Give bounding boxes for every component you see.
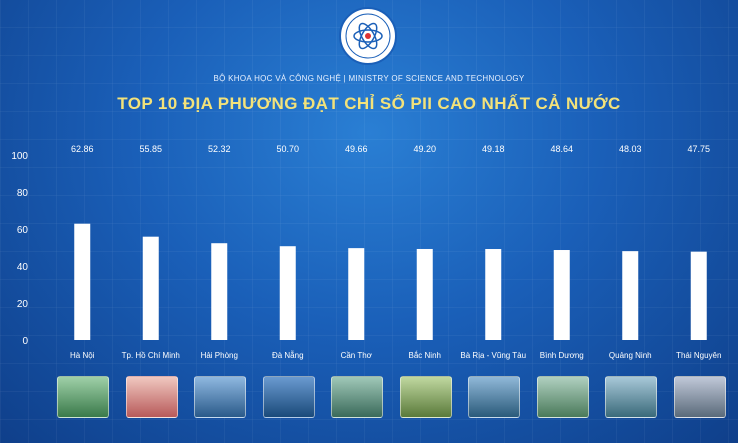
x-tick-label: Bình Dương — [540, 351, 584, 360]
x-tick-label: Quảng Ninh — [609, 351, 652, 360]
x-tick-label: Đà Nẵng — [272, 351, 304, 360]
x-tick-label: Cần Thơ — [341, 351, 373, 360]
bar — [416, 248, 433, 340]
x-tick-label: Tp. Hồ Chí Minh — [122, 351, 180, 360]
data-label: 62.86 — [71, 144, 94, 154]
data-label: 49.20 — [413, 144, 436, 154]
y-tick-label: 0 — [22, 336, 28, 347]
data-label: 55.85 — [139, 144, 162, 154]
bar — [485, 249, 502, 340]
city-photo — [125, 376, 178, 418]
ministry-logo — [339, 7, 397, 65]
x-tick-label: Hải Phòng — [201, 351, 238, 360]
y-tick-label: 40 — [17, 262, 29, 273]
city-photo — [536, 376, 589, 418]
city-photo — [262, 376, 315, 418]
y-tick-label: 60 — [17, 225, 29, 236]
x-tick-label: Bắc Ninh — [409, 351, 441, 360]
y-tick-label: 100 — [11, 151, 28, 162]
city-photo — [331, 376, 384, 418]
bar — [348, 248, 365, 340]
x-tick-label: Thái Nguyên — [676, 351, 721, 360]
x-tick-label: Hà Nội — [70, 351, 95, 360]
chart-title: TOP 10 ĐỊA PHƯƠNG ĐẠT CHỈ SỐ PII CAO NHẤ… — [117, 94, 621, 113]
x-tick-label: Bà Rịa - Vũng Tàu — [460, 351, 526, 360]
city-photo — [57, 376, 110, 418]
bar — [279, 246, 296, 340]
bar — [690, 251, 707, 340]
data-label: 50.70 — [276, 144, 299, 154]
y-tick-label: 20 — [17, 299, 29, 310]
city-photo — [468, 376, 521, 418]
ministry-name: BỘ KHOA HỌC VÀ CÔNG NGHỆ | MINISTRY OF S… — [213, 74, 525, 83]
city-photo — [194, 376, 247, 418]
data-label: 47.75 — [687, 144, 710, 154]
bar — [622, 251, 639, 340]
bar — [211, 243, 228, 340]
data-label: 52.32 — [208, 144, 231, 154]
bar — [74, 223, 91, 340]
data-label: 49.66 — [345, 144, 368, 154]
city-photo — [399, 376, 452, 418]
data-label: 49.18 — [482, 144, 505, 154]
city-photo — [673, 376, 726, 418]
city-photo — [605, 376, 658, 418]
data-label: 48.03 — [619, 144, 642, 154]
y-tick-label: 80 — [17, 188, 29, 199]
data-label: 48.64 — [550, 144, 573, 154]
bar — [142, 236, 159, 340]
bar — [553, 250, 570, 340]
